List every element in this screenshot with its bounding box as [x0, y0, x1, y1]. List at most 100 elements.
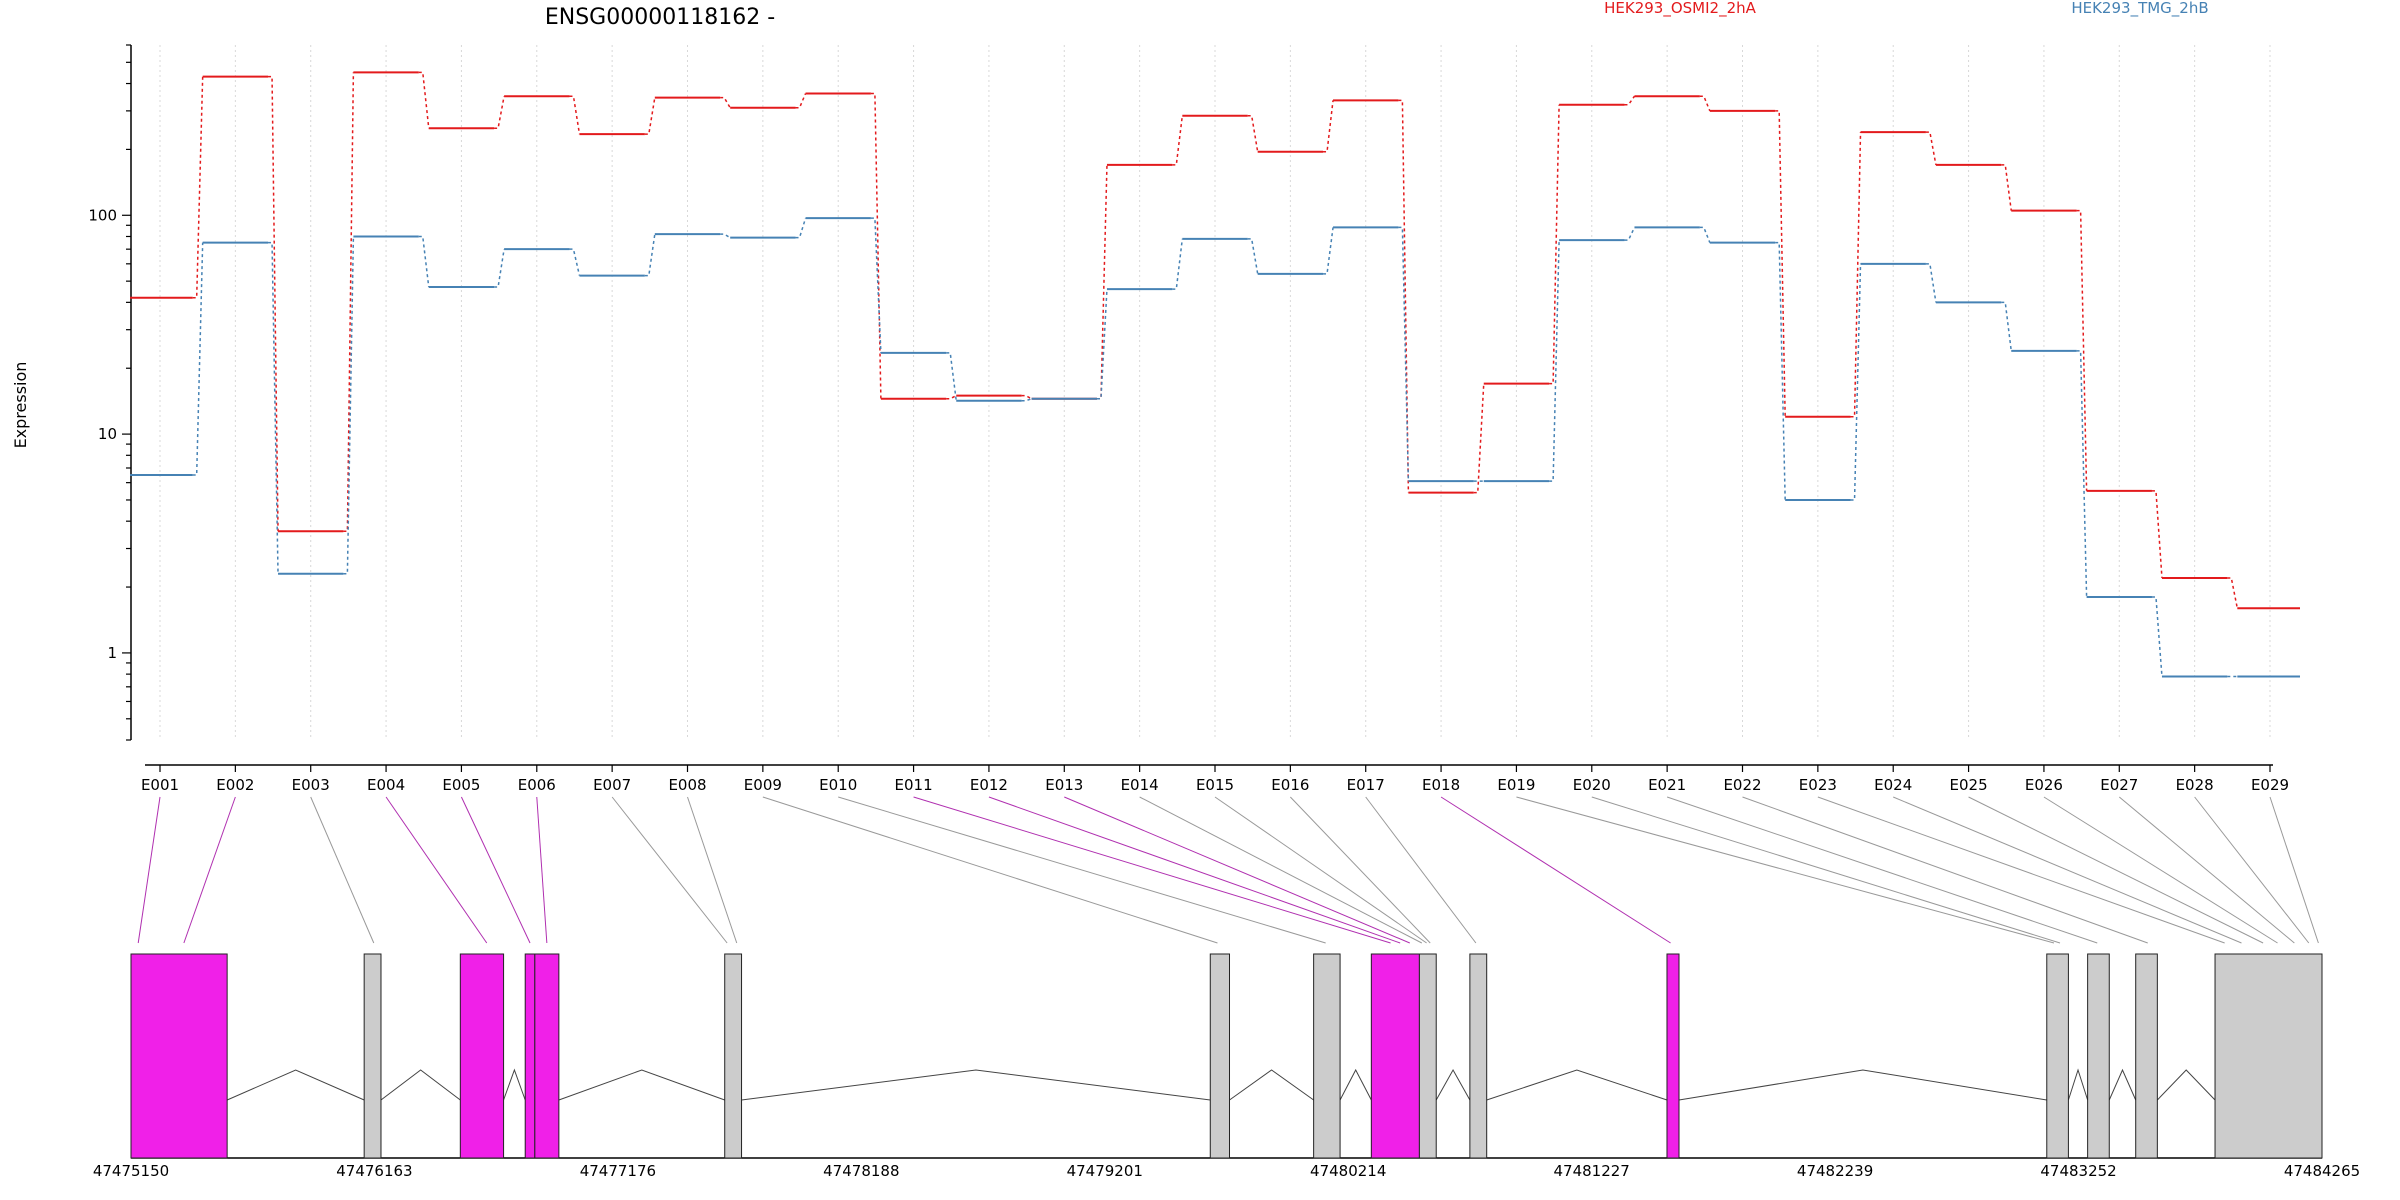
series-connector	[569, 248, 581, 276]
x-tick-label: E006	[518, 776, 556, 794]
exon-box	[1370, 953, 1420, 1159]
exon-connector-line	[611, 796, 728, 944]
intron-line	[741, 1069, 1211, 1101]
series-connector	[1172, 115, 1184, 166]
series-connector	[644, 97, 656, 135]
exon-box	[1469, 953, 1488, 1159]
exon-connector-line	[1893, 796, 2242, 944]
series-connector	[1775, 110, 1786, 417]
exon-connector-line	[1666, 796, 2098, 944]
axes: 1 10 100 E001 E002 E003 E004 E005 E006 E007 E008 E0…	[88, 44, 2289, 794]
x-tick-label: E015	[1196, 776, 1234, 794]
exon-box	[524, 953, 536, 1159]
genomic-tick-label: 47482239	[1797, 1162, 1873, 1180]
exon-connector-line	[310, 796, 375, 944]
exon-connector-line	[988, 796, 1401, 944]
intron-line	[1435, 1068, 1471, 1101]
exon-connectors	[137, 796, 2319, 944]
exon-connector-line	[460, 796, 531, 944]
series-connector	[1850, 263, 1862, 501]
genomic-tick-label: 47475150	[93, 1162, 169, 1180]
series-connector	[1850, 132, 1862, 418]
x-tick-label: E021	[1648, 776, 1686, 794]
series-connector	[1021, 398, 1032, 402]
exon-connector-line	[1742, 796, 2148, 944]
exon-connector-line	[1516, 796, 2055, 944]
series-connector	[2001, 164, 2012, 211]
exon-connector-line	[385, 796, 488, 944]
chart-title: ENSG00000118162 -	[545, 5, 775, 30]
series-connector	[1925, 263, 1937, 303]
x-tick-label: E028	[2176, 776, 2214, 794]
exon-box	[2135, 953, 2158, 1159]
series-connector	[1624, 95, 1636, 106]
exon-connector-line	[838, 796, 1326, 944]
intron-line	[1678, 1069, 2047, 1101]
series-connector	[946, 352, 957, 401]
series-connector	[494, 249, 505, 288]
series-connector	[720, 233, 731, 239]
x-tick-label: E004	[367, 776, 405, 794]
exon-box	[363, 953, 382, 1159]
legend-series-2: HEK293_TMG_2hB	[2071, 0, 2208, 18]
x-tick-label: E029	[2251, 776, 2289, 794]
genomic-tick-label: 47481227	[1553, 1162, 1629, 1180]
exon-connector-line	[2194, 796, 2310, 944]
exon-connector-line	[1591, 796, 2061, 944]
exon-box	[130, 953, 228, 1159]
exon-connector-line	[183, 796, 236, 944]
x-tick-label: E025	[1950, 776, 1988, 794]
grid-lines	[159, 45, 2271, 740]
series-connector	[418, 71, 430, 129]
intron-line	[380, 1069, 461, 1101]
x-tick-label: E003	[292, 776, 330, 794]
intron-line	[1486, 1069, 1668, 1101]
intron-line	[1339, 1068, 1372, 1101]
series-connector	[1247, 114, 1259, 152]
series-connector	[1172, 238, 1184, 290]
series-connector	[2076, 209, 2088, 491]
x-tick-label: E018	[1422, 776, 1460, 794]
x-tick-label: E013	[1045, 776, 1083, 794]
series-connector	[2227, 577, 2239, 609]
intron-line	[503, 1068, 526, 1101]
series-connector	[343, 236, 355, 575]
series-connector	[1323, 100, 1334, 153]
series-connector	[494, 96, 505, 129]
exon-connector-line	[913, 796, 1391, 944]
series-connector	[1473, 383, 1485, 494]
series-connector	[870, 217, 882, 353]
exon-box	[724, 953, 743, 1159]
exon-connector-line	[2118, 796, 2295, 944]
series-connector	[2001, 301, 2012, 351]
series-connector	[1247, 238, 1259, 274]
series-connector	[2076, 350, 2088, 598]
series-connector	[1398, 226, 1410, 482]
x-tick-label: E002	[216, 776, 254, 794]
exon-box	[2087, 953, 2110, 1159]
series-2	[130, 217, 2300, 678]
genomic-tick-label: 47480214	[1310, 1162, 1386, 1180]
x-tick-label: E024	[1874, 776, 1912, 794]
series-connector	[795, 93, 807, 109]
genomic-tick-label: 47476163	[336, 1162, 412, 1180]
x-tick-label: E010	[819, 776, 857, 794]
series-connector	[1021, 394, 1032, 400]
series-connector	[418, 235, 430, 288]
series-connector	[644, 234, 656, 277]
series-connector	[192, 242, 204, 476]
genomic-tick-label: 47484265	[2284, 1162, 2360, 1180]
exon-box	[2214, 953, 2323, 1159]
x-tick-label: E011	[895, 776, 933, 794]
series-connector	[2151, 596, 2163, 677]
series-connector	[1699, 226, 1711, 243]
intron-line	[226, 1069, 365, 1101]
intron-line	[2156, 1069, 2216, 1101]
y-tick-label: 10	[98, 425, 117, 443]
exon-connector-line	[1139, 796, 1423, 944]
genomic-tick-label: 47483252	[2040, 1162, 2116, 1180]
x-tick-label: E026	[2025, 776, 2063, 794]
series-connector	[795, 217, 807, 239]
x-tick-label: E017	[1347, 776, 1385, 794]
